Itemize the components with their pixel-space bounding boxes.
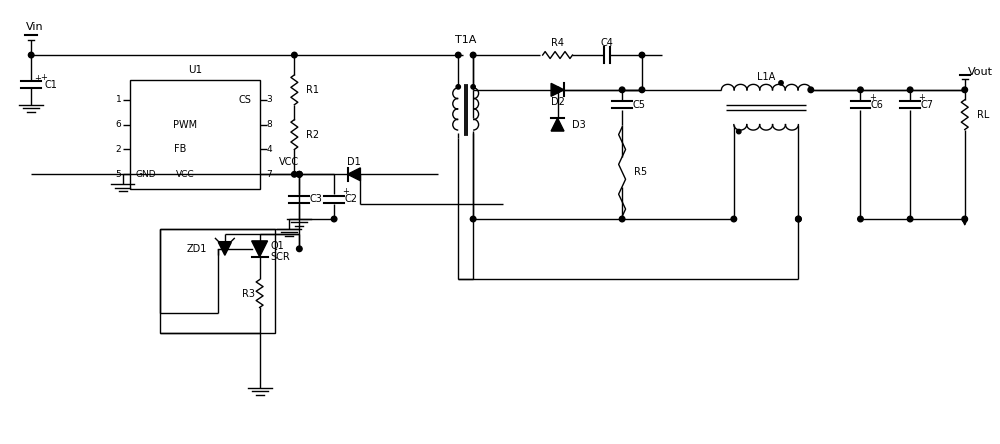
Circle shape [731,216,737,222]
Text: C3: C3 [309,194,322,204]
Text: PWM: PWM [173,119,197,130]
Text: R1: R1 [306,85,319,95]
Polygon shape [218,242,231,255]
Text: 7: 7 [267,170,272,179]
Bar [130,80,260,189]
Text: C4: C4 [601,38,614,48]
Polygon shape [252,241,268,257]
Text: D2: D2 [551,97,564,107]
Circle shape [619,87,625,93]
Text: R2: R2 [306,130,319,139]
Text: VCC: VCC [279,157,299,167]
Circle shape [455,52,461,58]
Circle shape [555,87,560,93]
Text: +: + [343,187,349,196]
Text: 3: 3 [267,95,272,104]
Circle shape [639,52,645,58]
Circle shape [619,216,625,222]
Text: +: + [919,93,925,102]
Circle shape [470,52,476,58]
Circle shape [779,81,783,85]
Text: Q1: Q1 [271,241,284,251]
Text: VCC: VCC [176,170,194,179]
Circle shape [28,52,34,58]
Circle shape [456,85,460,89]
Text: SCR: SCR [271,252,290,262]
Polygon shape [551,83,564,96]
Circle shape [471,85,475,89]
Circle shape [297,246,302,252]
Circle shape [331,216,337,222]
Circle shape [796,216,801,222]
Text: R3: R3 [242,289,255,298]
Text: +: + [869,93,876,102]
Circle shape [796,216,801,222]
Text: 2: 2 [116,145,121,154]
Bar [160,229,275,333]
Circle shape [470,216,476,222]
Text: 6: 6 [116,120,121,129]
Circle shape [292,52,297,58]
Text: D3: D3 [572,119,586,130]
Text: Vout: Vout [968,67,993,77]
Text: 1: 1 [116,95,121,104]
Circle shape [907,87,913,93]
Polygon shape [551,118,564,131]
Text: Vin: Vin [26,22,44,32]
Text: 8: 8 [267,120,272,129]
Text: C6: C6 [870,100,883,110]
Polygon shape [348,168,360,181]
Text: +: + [40,73,47,82]
Text: C5: C5 [632,100,645,110]
Text: 4: 4 [267,145,272,154]
Text: 5: 5 [116,170,121,179]
Circle shape [297,171,302,177]
Text: FB: FB [174,144,186,155]
Text: C1: C1 [44,80,57,90]
Text: R5: R5 [634,167,647,177]
Circle shape [962,87,968,93]
Text: U1: U1 [188,65,202,75]
Circle shape [907,216,913,222]
Circle shape [737,129,741,134]
Circle shape [292,171,297,177]
Circle shape [808,87,814,93]
Text: GND: GND [135,170,156,179]
Circle shape [297,171,302,177]
Text: R4: R4 [551,38,564,48]
Circle shape [858,216,863,222]
Text: T1A: T1A [455,35,477,45]
Text: C2: C2 [344,194,357,204]
Text: CS: CS [238,95,251,105]
Text: C7: C7 [920,100,933,110]
Circle shape [639,87,645,93]
Text: D1: D1 [347,157,361,167]
Circle shape [858,87,863,93]
Text: RL: RL [977,110,989,120]
Text: L1A: L1A [757,72,775,82]
Text: +: + [34,75,41,83]
Text: ZD1: ZD1 [187,244,207,254]
Circle shape [297,171,302,177]
Circle shape [962,216,968,222]
